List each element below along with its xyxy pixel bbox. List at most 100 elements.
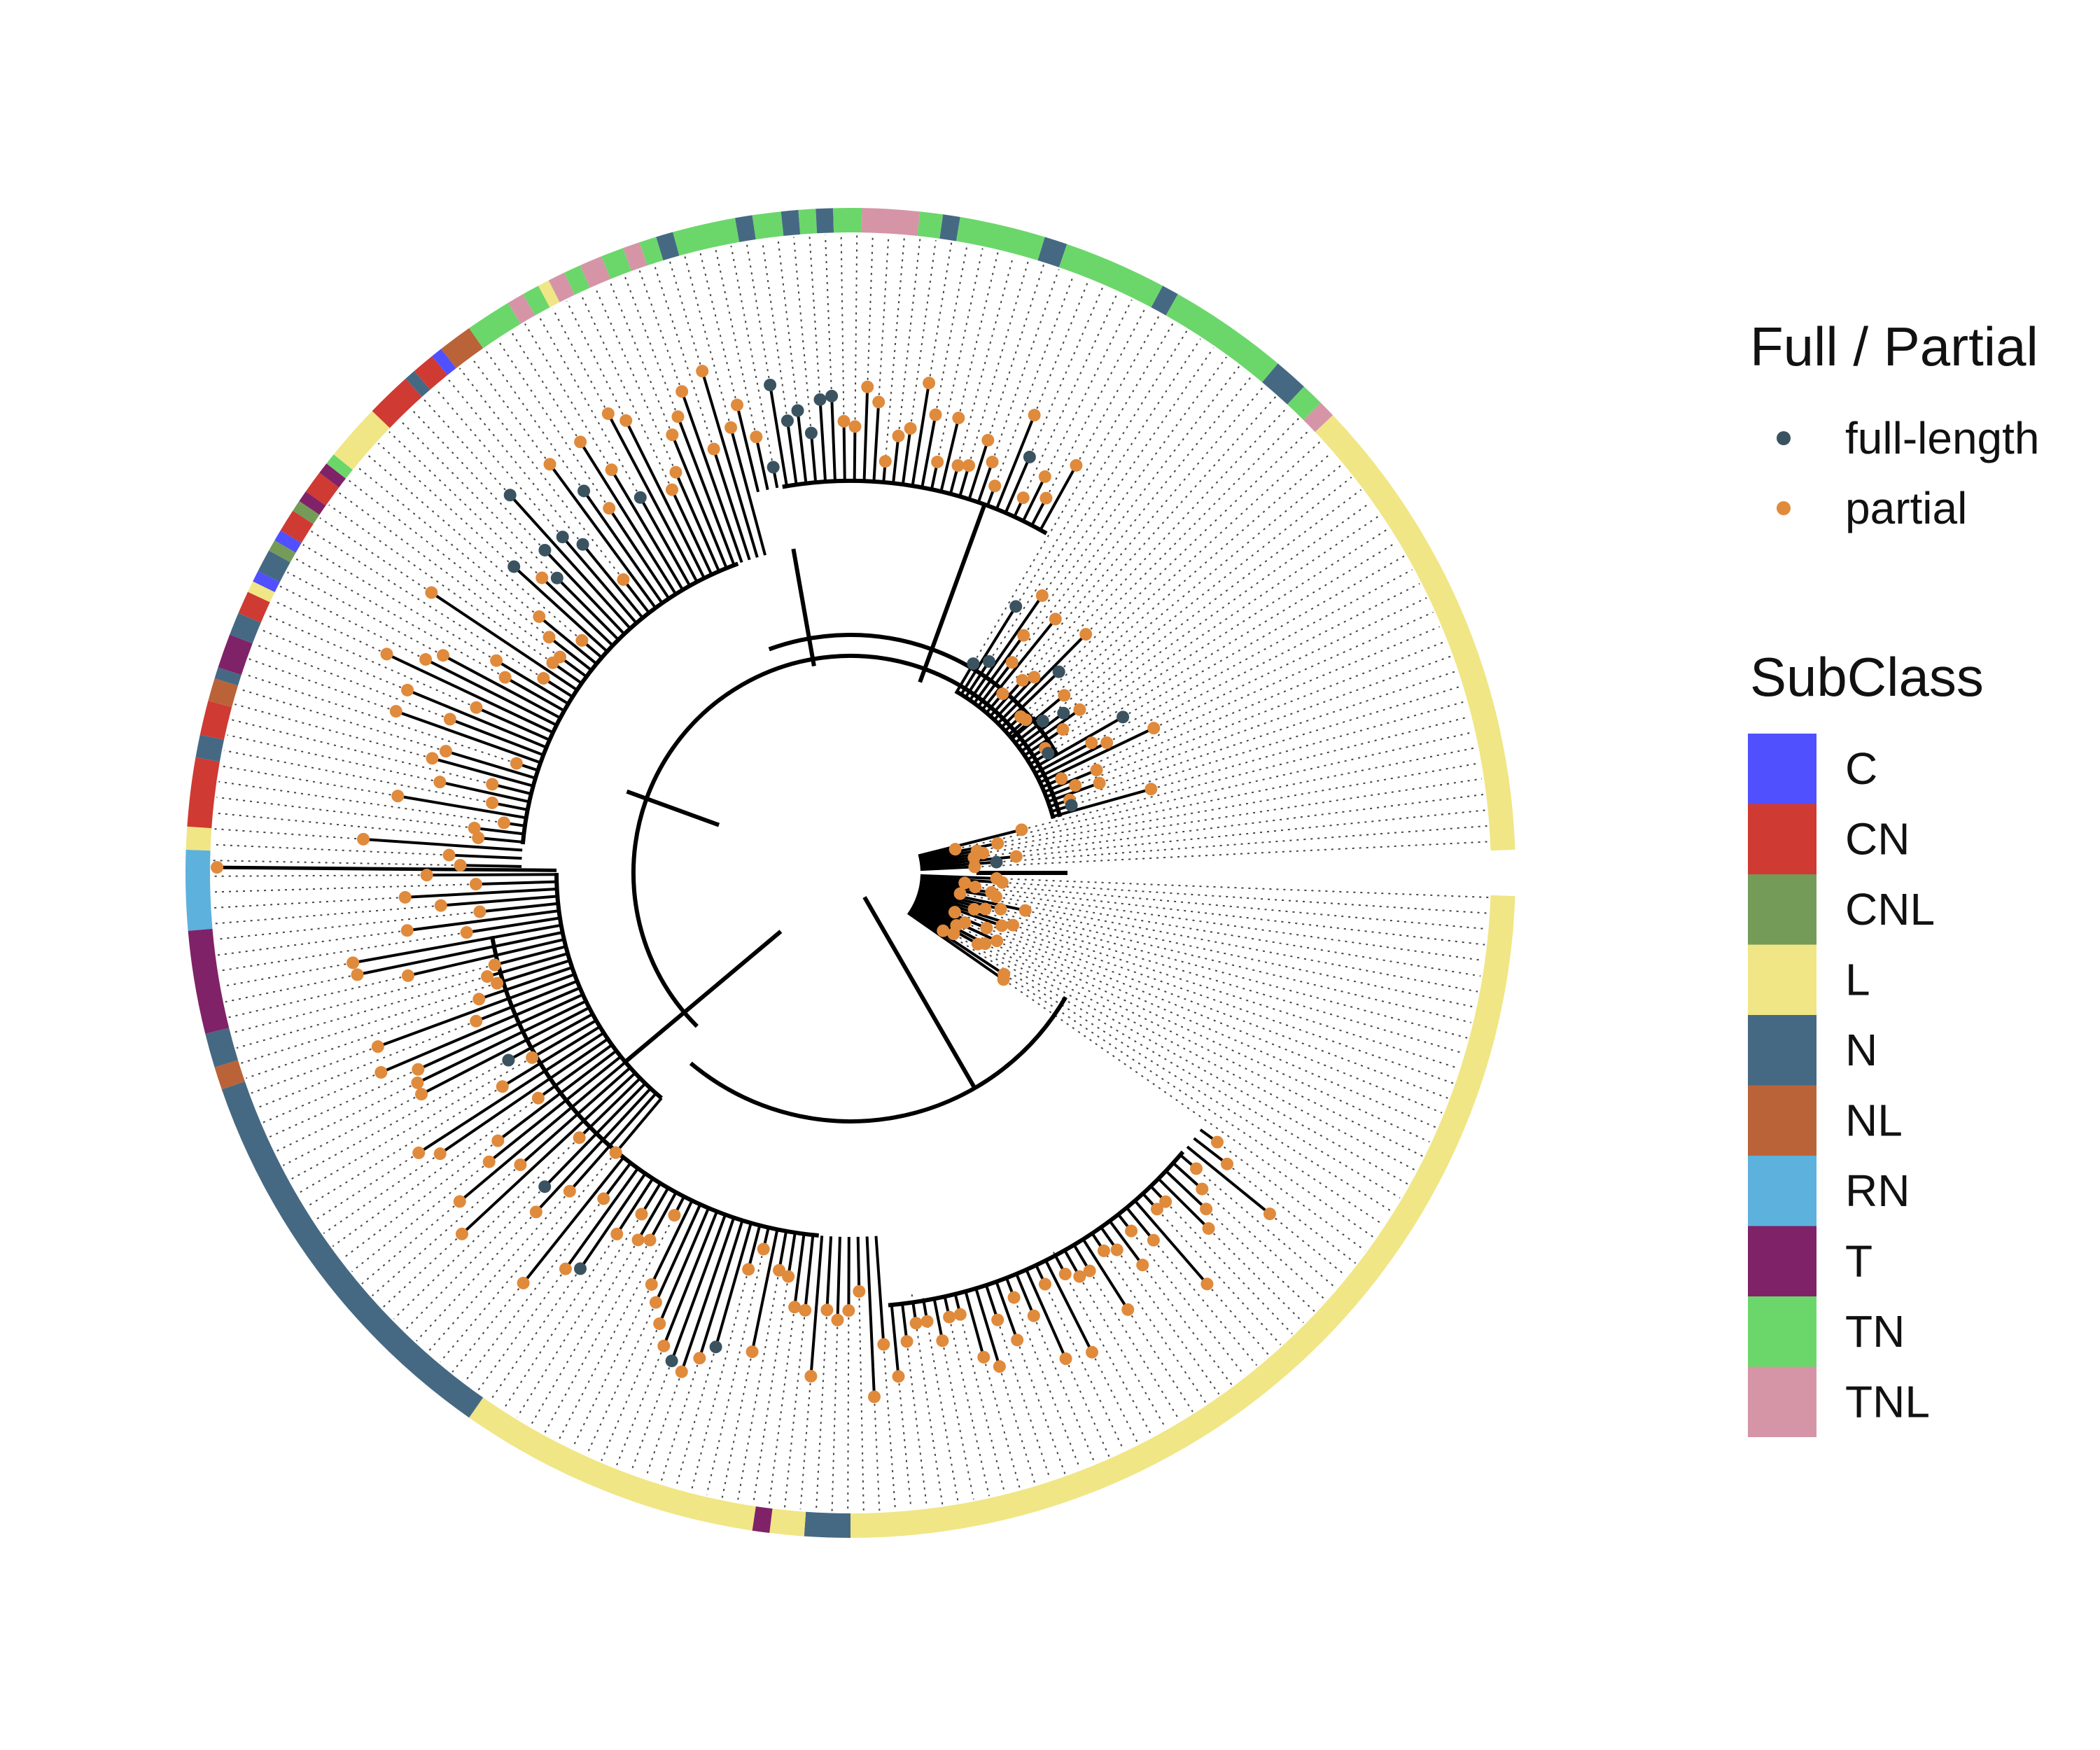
guide-line (1044, 299, 1133, 477)
tip-branch (977, 662, 1014, 708)
guide-line (974, 909, 1464, 1054)
guide-line (615, 1345, 665, 1467)
guide-line (958, 251, 999, 419)
partial-tip (468, 821, 481, 834)
guide-line (586, 1302, 657, 1455)
partial-tip (635, 1208, 648, 1221)
partial-tip (1040, 491, 1053, 505)
tip-branch (509, 493, 631, 630)
guide-line (991, 269, 1060, 463)
guide-line (1054, 670, 1457, 806)
guide-line (928, 242, 953, 384)
tip-branch (939, 417, 960, 492)
tip-branch (564, 1167, 639, 1270)
tip-branch (496, 659, 569, 706)
partial-tip (442, 848, 456, 862)
tip-branch (1017, 712, 1065, 748)
partial-tip (357, 832, 370, 846)
tip-branch (486, 952, 568, 978)
guide-line (244, 673, 517, 764)
subclass-label-c: C (1845, 743, 1877, 794)
guide-line (1028, 286, 1104, 458)
guide-line (262, 1072, 382, 1124)
guide-line (594, 287, 677, 473)
full-length-tip (825, 389, 839, 402)
guide-line (746, 242, 771, 386)
partial-tip (981, 433, 995, 447)
partial-tip (469, 878, 482, 891)
ring-segment (414, 356, 448, 390)
guide-line (1001, 925, 1454, 1084)
guide-line (986, 927, 1443, 1114)
guide-line (873, 1396, 881, 1511)
partial-tip (904, 422, 917, 435)
tip-points (211, 365, 1276, 1404)
partial-tip (1055, 772, 1068, 785)
branch-connector (862, 896, 977, 1089)
partial-tip (991, 1313, 1004, 1326)
tip-branch (426, 873, 557, 877)
guide-line (630, 1360, 673, 1473)
partial-tip (948, 843, 962, 856)
guide-line (516, 1213, 643, 1418)
partial-tip (948, 906, 961, 919)
guide-line (1079, 502, 1371, 710)
tip-branch (475, 880, 557, 886)
tip-branch (352, 923, 562, 965)
guide-line (399, 419, 558, 579)
ring-segment (205, 1028, 238, 1068)
tip-branch (475, 706, 550, 741)
guide-line (1200, 1130, 1366, 1252)
guide-line (1088, 1270, 1180, 1421)
subclass-label-nl: NL (1845, 1096, 1903, 1146)
tip-branch (504, 676, 565, 713)
partial-tip (472, 993, 486, 1006)
full-length-tip (709, 1340, 722, 1354)
guide-line (960, 892, 1478, 993)
partial-tip (666, 428, 679, 442)
guide-line (298, 1057, 533, 1194)
partial-tip (1059, 1352, 1072, 1366)
guide-line (1021, 396, 1277, 681)
partial-tip (645, 1278, 658, 1291)
ring-segment (280, 510, 314, 543)
guide-line (1068, 685, 1462, 807)
ring-segment (333, 411, 390, 470)
ring-segment (861, 208, 920, 237)
guide-line (212, 860, 461, 867)
guide-line (1055, 611, 1434, 782)
partial-tip (746, 1345, 759, 1359)
guide-line (1033, 407, 1288, 678)
partial-label: partial (1845, 483, 1967, 533)
guide-line (422, 398, 511, 496)
partial-tip (923, 377, 936, 390)
partial-tip (653, 1317, 666, 1330)
partial-tip (872, 396, 886, 409)
partial-tip (1073, 703, 1086, 716)
guide-line (1045, 307, 1147, 499)
partial-tip (788, 1301, 802, 1314)
full-length-label: full-length (1845, 413, 2040, 463)
partial-tip (1007, 1291, 1021, 1304)
partial-tip (1150, 1203, 1163, 1216)
guide-line (451, 1282, 524, 1373)
tip-branch (918, 828, 1022, 858)
partial-tip (936, 1334, 949, 1348)
partial-tip (867, 1390, 881, 1404)
partial-tip (1058, 689, 1071, 702)
guide-line (282, 1093, 422, 1166)
tip-branch (488, 1055, 622, 1163)
tip-branch (796, 410, 808, 484)
partial-tip (419, 653, 433, 666)
partial-tip (1136, 1259, 1149, 1272)
guide-line (911, 1294, 944, 1505)
tip-branch (445, 750, 536, 780)
partial-tip (675, 1365, 688, 1378)
guide-line (1063, 489, 1362, 714)
guide-line (1085, 417, 1300, 635)
ring-segment (372, 379, 422, 428)
guide-line (510, 331, 581, 442)
ring-segment (195, 734, 224, 762)
tip-branch (658, 1208, 710, 1324)
subclass-swatch-l (1748, 944, 1816, 1015)
